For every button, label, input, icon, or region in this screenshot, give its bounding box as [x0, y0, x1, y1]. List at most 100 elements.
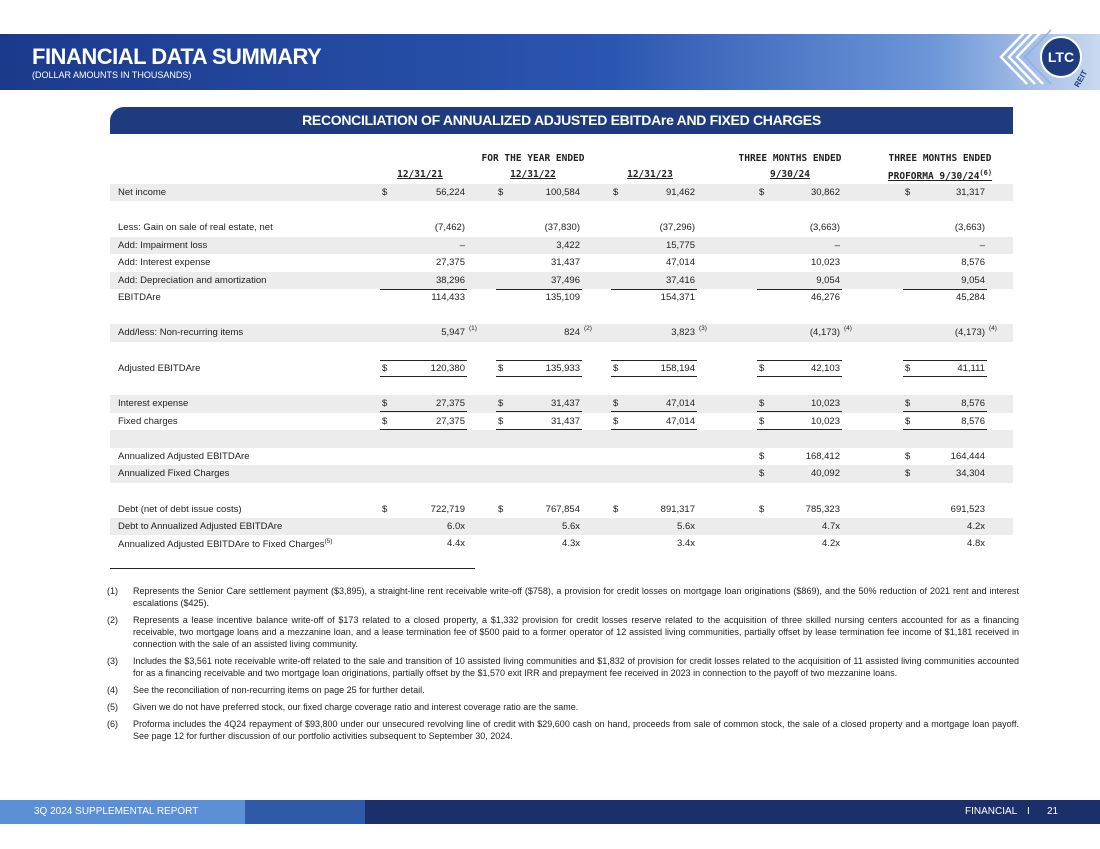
rule-line	[903, 411, 987, 413]
cell-value: 722,719	[430, 503, 465, 515]
footer-page: 21	[1047, 806, 1059, 817]
logo-text: LTC	[1048, 49, 1074, 65]
table-row: Less: Gain on sale of real estate, net (7…	[110, 219, 1013, 236]
rule-line	[903, 288, 987, 290]
currency: $	[905, 468, 911, 480]
cell-note: (3)	[699, 325, 707, 333]
footnote-number: (6)	[107, 719, 118, 729]
cell-value: 4.3x	[562, 538, 580, 550]
spacer-row	[110, 201, 1013, 219]
cell-note: (4)	[989, 325, 997, 333]
footnote-text: Represents a lease incentive balance wri…	[133, 615, 1019, 649]
footnote-text: See the reconciliation of non-recurring …	[133, 685, 425, 695]
cell-note: (1)	[469, 325, 477, 333]
cell-value: 767,854	[545, 503, 580, 515]
footnote: (6) Proforma includes the 4Q24 repayment …	[107, 718, 1019, 742]
cell-value: 45,284	[955, 291, 985, 303]
cell-value: 4.8x	[967, 538, 985, 550]
footnote: (1) Represents the Senior Care settlement…	[107, 585, 1019, 609]
header-band: FINANCIAL DATA SUMMARY (DOLLAR AMOUNTS I…	[0, 34, 1100, 90]
footer-accent	[245, 800, 365, 824]
row-label-text: Add: Impairment loss	[118, 239, 208, 251]
cell-value: –	[834, 239, 840, 251]
row-label: Add: Impairment loss	[118, 240, 207, 251]
currency: $	[759, 450, 765, 462]
cell-value: 891,317	[660, 503, 695, 515]
rule-line	[757, 375, 842, 377]
row-label-text: Adjusted EBITDAre	[118, 362, 201, 374]
cell-value: (3,663)	[809, 222, 840, 234]
cell-value: 154,371	[660, 291, 695, 303]
currency: $	[613, 362, 619, 374]
cell-note: (2)	[584, 325, 592, 333]
currency: $	[905, 362, 911, 374]
row-label: EBITDAre	[118, 292, 161, 303]
row-label: Annualized Adjusted EBITDAre	[118, 451, 250, 462]
row-label-text: Debt to Annualized Adjusted EBITDAre	[118, 521, 283, 533]
rule-line	[380, 411, 467, 413]
currency: $	[382, 415, 388, 427]
table-row: Add/less: Non-recurring items 5,947 (1) 824…	[110, 324, 1013, 342]
rule-line	[757, 428, 842, 430]
row-label: Less: Gain on sale of real estate, net	[118, 222, 273, 233]
row-label: Add/less: Non-recurring items	[118, 327, 243, 338]
row-label-text: Fixed charges	[118, 415, 178, 427]
page-subtitle: (DOLLAR AMOUNTS IN THOUSANDS)	[32, 70, 192, 80]
rule-line	[611, 288, 697, 290]
spacer-row	[110, 377, 1013, 395]
column-text: 9/30/24	[769, 169, 811, 180]
table-row: Debt to Annualized Adjusted EBITDAre 6.0x…	[110, 518, 1013, 536]
cell-value: 46,276	[810, 291, 840, 303]
row-label-text: Less: Gain on sale of real estate, net	[118, 222, 273, 234]
cell-value: 100,584	[545, 187, 580, 198]
table-row: Net income $56,224 $100,584 $91,462 $30,862 $…	[110, 184, 1013, 202]
row-label: Annualized Adjusted EBITDAre to Fixed Ch…	[118, 538, 332, 550]
rule-line	[380, 288, 467, 290]
row-label-text: Add/less: Non-recurring items	[118, 327, 244, 339]
currency: $	[905, 187, 911, 198]
footnote-number: (2)	[107, 615, 118, 625]
row-label: Add: Depreciation and amortization	[118, 275, 266, 286]
spacer-row	[110, 483, 1013, 501]
cell-value: 56,224	[435, 187, 465, 198]
table-row: Fixed charges $27,375 $31,437 $47,014 $10,02…	[110, 413, 1013, 430]
row-label: Add: Interest expense	[118, 257, 210, 268]
cell-value: 27,375	[435, 415, 465, 427]
rule-line	[611, 411, 697, 413]
cell-value: 4.4x	[447, 538, 465, 550]
cell-value: 40,092	[810, 468, 840, 480]
row-label: Net income	[118, 187, 166, 198]
currency: $	[382, 398, 388, 410]
footnote-text: Includes the $3,561 note receivable writ…	[133, 656, 1019, 678]
currency: $	[498, 398, 504, 410]
footer: 3Q 2024 SUPPLEMENTAL REPORT FINANCIAL I …	[0, 800, 1100, 824]
rule-line	[496, 375, 582, 377]
cell-value: –	[979, 239, 985, 251]
table-row: Annualized Adjusted EBITDAre $168,412 $164…	[110, 448, 1013, 465]
group-header: THREE MONTHS ENDED	[738, 153, 842, 164]
cell-value: 47,014	[665, 415, 695, 427]
cell-value: 38,296	[435, 274, 465, 286]
cell-value: –	[459, 239, 465, 251]
cell-value: 158,194	[660, 362, 695, 374]
cell-value: 9,054	[961, 274, 985, 286]
cell-value: 8,576	[961, 415, 985, 427]
cell-value: 47,014	[665, 398, 695, 410]
footnotes: (1) Represents the Senior Care settlement…	[107, 585, 1019, 747]
cell-value: (4,173)	[809, 327, 840, 339]
cell-value: 31,437	[550, 415, 580, 427]
cell-value: 42,103	[810, 362, 840, 374]
currency: $	[498, 415, 504, 427]
table-row: Interest expense $27,375 $31,437 $47,014 $10…	[110, 395, 1013, 413]
cell-value: 37,496	[550, 274, 580, 286]
currency: $	[759, 398, 765, 410]
cell-value: 120,380	[430, 362, 465, 374]
row-label: Adjusted EBITDAre	[118, 363, 200, 374]
cell-value: 114,433	[431, 291, 465, 303]
rule-line	[496, 411, 582, 413]
currency: $	[759, 362, 765, 374]
currency: $	[905, 415, 911, 427]
footnote-number: (4)	[107, 685, 118, 695]
cell-value: 8,576	[961, 257, 985, 269]
